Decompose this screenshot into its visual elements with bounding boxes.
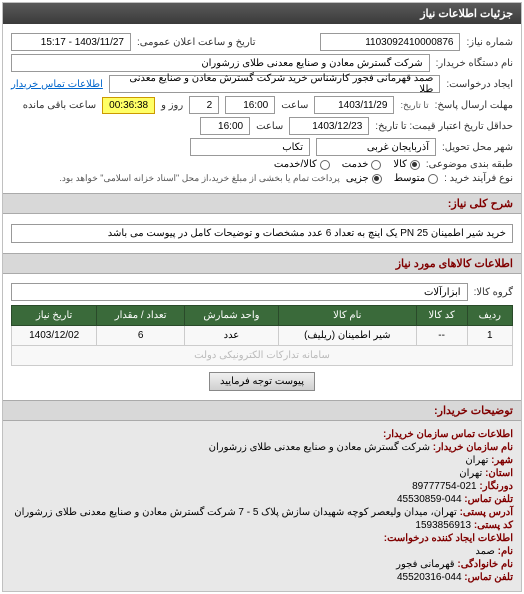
- announce-label: تاریخ و ساعت اعلان عمومی:: [137, 37, 256, 48]
- buyer-label: نام دستگاه خریدار:: [436, 58, 513, 69]
- days-field: 2: [189, 96, 219, 114]
- need-no-label: شماره نیاز:: [466, 37, 513, 48]
- org-tel-label: دورنگار:: [479, 481, 513, 492]
- col-date: تاریخ نیاز: [12, 306, 97, 326]
- radio-dot-icon: [371, 160, 381, 170]
- remain-label: ساعت باقی مانده: [23, 100, 96, 111]
- purchase-type-label: نوع فرآیند خرید :: [444, 173, 513, 184]
- creator-header: اطلاعات ایجاد کننده درخواست:: [384, 533, 513, 544]
- delivery-city-label: شهر محل تحویل:: [442, 142, 513, 153]
- radio-dot-icon: [320, 160, 330, 170]
- deadline-reply-label: مهلت ارسال پاسخ:: [435, 100, 513, 111]
- radio-medium-label: متوسط: [394, 173, 425, 184]
- desc-title-label: شرح کلی نیاز:: [448, 198, 513, 210]
- org-tel-value: 021-89777754: [412, 481, 477, 492]
- validity-label: حداقل تاریخ اعتبار قیمت: تا تاریخ:: [375, 121, 513, 132]
- category-label: طبقه بندی موضوعی:: [426, 159, 513, 170]
- tel-label: تلفن تماس:: [464, 494, 513, 505]
- table-row: 1 -- شیر اطمینان (ریلیف) عدد 6 1403/12/0…: [12, 326, 513, 346]
- radio-small-label: جزیی: [346, 173, 369, 184]
- radio-khadamat[interactable]: خدمت: [342, 159, 382, 170]
- creator-tel-label: تلفن تماس:: [464, 572, 513, 583]
- cell-row: 1: [467, 326, 512, 346]
- col-name: نام کالا: [278, 306, 416, 326]
- postal-label: کد پستی:: [474, 520, 513, 531]
- radio-dot-icon: [372, 174, 382, 184]
- radio-kala[interactable]: کالا: [393, 159, 420, 170]
- countdown-field: 00:36:38: [102, 97, 155, 114]
- validity-time-field: 16:00: [200, 117, 250, 135]
- cell-qty: 6: [97, 326, 185, 346]
- radio-kala-khadamat[interactable]: کالا/خدمت: [274, 159, 330, 170]
- cell-unit: عدد: [184, 326, 278, 346]
- org-label: نام سازمان خریدار:: [433, 442, 513, 453]
- name-label: نام:: [498, 546, 513, 557]
- until-label: تا تاریخ:: [400, 100, 428, 111]
- address-label: آدرس پستی:: [460, 507, 513, 518]
- buyer-field: شرکت گسترش معادن و صنایع معدنی طلای زرشو…: [11, 54, 430, 72]
- creator-tel-value: 044-45520316: [397, 572, 462, 583]
- radio-kala-khadamat-label: کالا/خدمت: [274, 159, 317, 170]
- items-table: ردیف کد کالا نام کالا واحد شمارش تعداد /…: [11, 305, 513, 366]
- time-label-1: ساعت: [281, 100, 308, 111]
- deadline-time-field: 16:00: [225, 96, 275, 114]
- tel-value: 044-45530859: [397, 494, 462, 505]
- explain-label: توضیحات خریدار:: [3, 400, 521, 421]
- col-qty: تعداد / مقدار: [97, 306, 185, 326]
- watermark-text: سامانه تدارکات الکترونیکی دولت: [12, 346, 513, 366]
- desc-value-field: خرید شیر اطمینان PN 25 یک اینچ به تعداد …: [11, 224, 513, 243]
- col-unit: واحد شمارش: [184, 306, 278, 326]
- desc-title-row: شرح کلی نیاز:: [3, 193, 521, 214]
- family-label: نام خانوادگی:: [457, 559, 513, 570]
- time-label-2: ساعت: [256, 121, 283, 132]
- col-row: ردیف: [467, 306, 512, 326]
- need-no-field: 1103092410000876: [320, 33, 460, 51]
- attachment-button[interactable]: پیوست توجه فرمایید: [209, 372, 315, 391]
- announce-field: 1403/11/27 - 15:17: [11, 33, 131, 51]
- org-value: شرکت گسترش معادن و صنایع معدنی طلای زرشو…: [209, 442, 430, 453]
- purchase-note: پرداخت تمام یا بخشی از مبلغ خرید،از محل …: [59, 173, 339, 184]
- radio-dot-icon: [428, 174, 438, 184]
- cell-code: --: [416, 326, 467, 346]
- group-field: ابزارآلات: [11, 283, 468, 301]
- name-value: صمد: [475, 546, 495, 557]
- days-label: روز و: [161, 100, 183, 111]
- family-value: قهرمانی فجور: [396, 559, 454, 570]
- buyer-contact-link[interactable]: اطلاعات تماس خریدار: [11, 79, 103, 90]
- cell-date: 1403/12/02: [12, 326, 97, 346]
- contact-header: اطلاعات تماس سازمان خریدار:: [383, 429, 513, 440]
- city-value: تهران: [465, 455, 488, 466]
- requester-field: صمد قهرمانی فجور کارشناس خرید شرکت گسترش…: [109, 75, 440, 93]
- postal-value: 1593856913: [415, 520, 471, 531]
- province-field: آذربایجان غربی: [316, 138, 436, 156]
- cell-name: شیر اطمینان (ریلیف): [278, 326, 416, 346]
- province-value: تهران: [459, 468, 482, 479]
- radio-medium[interactable]: متوسط: [394, 173, 438, 184]
- items-header: اطلاعات کالاهای مورد نیاز: [3, 253, 521, 274]
- radio-small[interactable]: جزیی: [346, 173, 382, 184]
- address-value: تهران، میدان ولیعصر کوچه شهیدان سازش پلا…: [14, 507, 457, 518]
- validity-date-field: 1403/12/23: [289, 117, 369, 135]
- radio-dot-icon: [410, 160, 420, 170]
- table-header-row: ردیف کد کالا نام کالا واحد شمارش تعداد /…: [12, 306, 513, 326]
- col-code: کد کالا: [416, 306, 467, 326]
- radio-kala-label: کالا: [393, 159, 407, 170]
- province-label: استان:: [485, 468, 513, 479]
- radio-khadamat-label: خدمت: [342, 159, 369, 170]
- city-field: تکاب: [190, 138, 310, 156]
- deadline-date-field: 1403/11/29: [314, 96, 394, 114]
- group-label: گروه کالا:: [474, 287, 513, 298]
- panel-title: جزئیات اطلاعات نیاز: [3, 3, 521, 24]
- requester-label: ایجاد درخواست:: [446, 79, 513, 90]
- watermark-row: سامانه تدارکات الکترونیکی دولت: [12, 346, 513, 366]
- city-label: شهر:: [491, 455, 513, 466]
